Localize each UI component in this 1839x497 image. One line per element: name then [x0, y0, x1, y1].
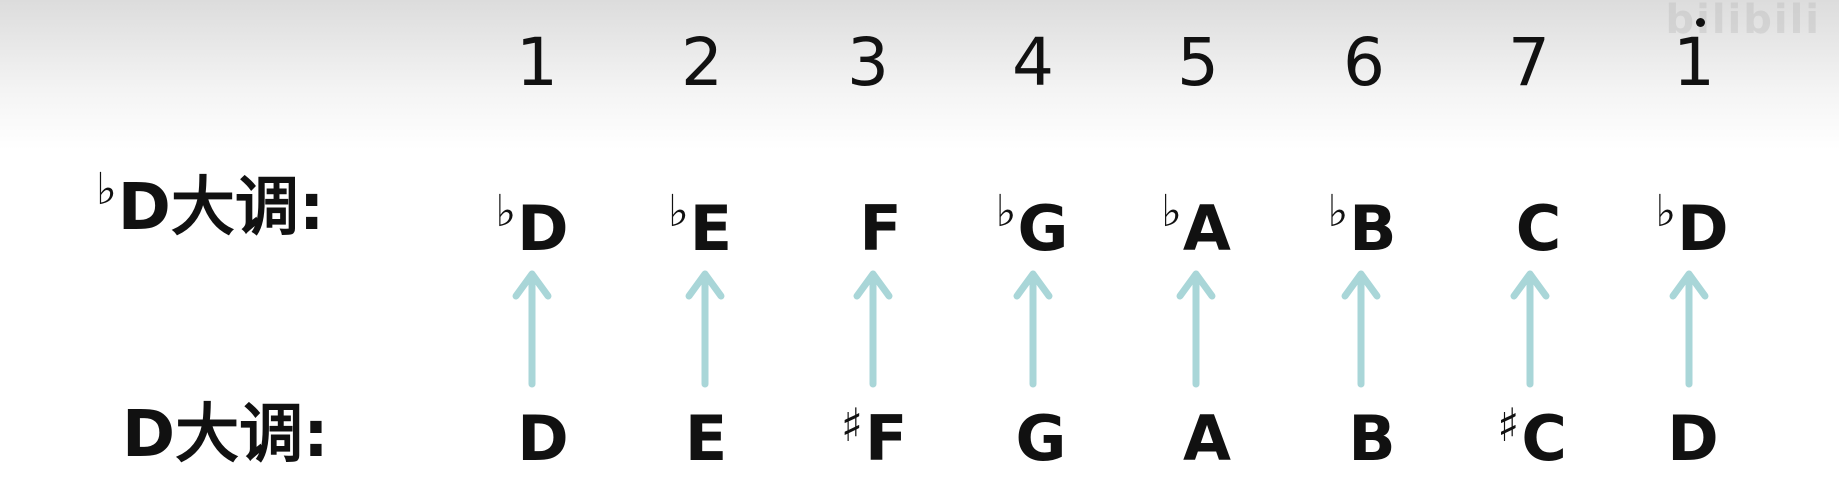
top-note-1: ♭D [495, 186, 569, 265]
bottom-row-label-text: D大调: [122, 398, 329, 472]
arrow-up-icon [1341, 270, 1381, 388]
degree-8: 1 [1673, 24, 1715, 101]
bottom-note-2: E [684, 402, 728, 475]
arrow-up-icon [1176, 270, 1216, 388]
top-note-5: ♭A [1161, 186, 1231, 265]
high-octave-dot [1696, 18, 1705, 27]
bottom-note-4: G [1015, 402, 1067, 475]
arrow-up-icon [685, 270, 725, 388]
top-note-4: ♭G [995, 186, 1069, 265]
degree-4: 4 [1012, 24, 1054, 101]
top-note-3: F [859, 192, 902, 265]
degree-3: 3 [847, 24, 889, 101]
degree-5: 5 [1177, 24, 1219, 101]
bottom-note-1: D [517, 402, 569, 475]
top-note-7: C [1515, 192, 1562, 265]
bottom-note-8: D [1667, 402, 1719, 475]
bottom-note-3: ♯F [840, 398, 908, 475]
degree-2: 2 [681, 24, 723, 101]
top-note-8: ♭D [1655, 186, 1729, 265]
flat-sign: ♭ [96, 164, 117, 215]
arrow-up-icon [1669, 270, 1709, 388]
degree-1: 1 [516, 24, 558, 101]
top-note-2: ♭E [667, 186, 733, 265]
degree-6: 6 [1343, 24, 1385, 101]
arrow-up-icon [512, 270, 552, 388]
arrow-up-icon [1510, 270, 1550, 388]
arrow-up-icon [1013, 270, 1053, 388]
bottom-note-7: ♯C [1497, 398, 1567, 475]
bottom-note-5: A [1183, 402, 1231, 475]
top-row-label: ♭D大调: [96, 168, 324, 241]
watermark-logo: bilibili [1665, 0, 1821, 43]
top-note-6: ♭B [1327, 186, 1397, 265]
degree-7: 7 [1508, 24, 1550, 101]
bottom-row-label: D大调: [122, 403, 329, 467]
top-row-label-text: D大调: [117, 171, 325, 245]
bottom-note-6: B [1348, 402, 1396, 475]
arrow-up-icon [853, 270, 893, 388]
